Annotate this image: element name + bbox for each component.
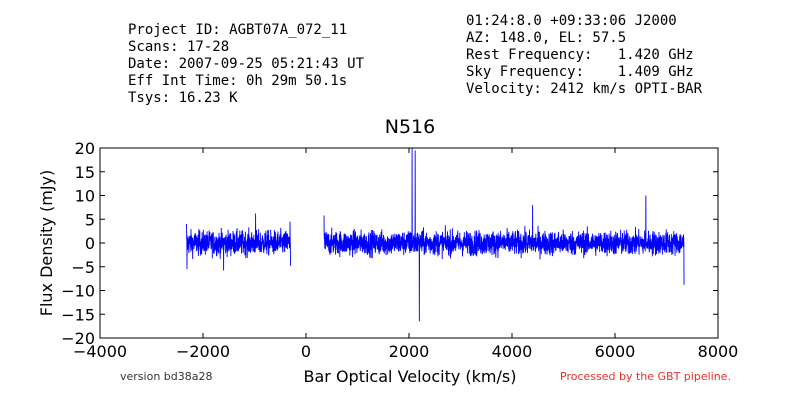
header-left-line: Tsys: 16.23 K: [128, 90, 238, 106]
y-axis-label: Flux Density (mJy): [37, 170, 56, 317]
x-axis-label: Bar Optical Velocity (km/s): [304, 367, 517, 386]
series-layer: [186, 147, 685, 322]
x-tick-label: 4000: [492, 342, 533, 361]
header-left-line: Project ID: AGBT07A_072_11: [128, 22, 348, 38]
x-axis: −4000 −2000 0 2000 4000 6000 8000: [73, 148, 738, 361]
x-tick-label: 8000: [698, 342, 739, 361]
y-axis: −20 −15 −10 −5 0 5 10 15 20: [61, 139, 718, 348]
y-tick-label: −5: [71, 258, 95, 277]
header-right-line: Velocity: 2412 km/s OPTI-BAR: [466, 81, 703, 97]
header-left-line: Date: 2007-09-25 05:21:43 UT: [128, 56, 365, 72]
x-tick-label: −2000: [176, 342, 230, 361]
header-left-line: Scans: 17-28: [128, 39, 230, 55]
y-tick-label: 5: [85, 210, 95, 229]
spectrum-line: [323, 147, 685, 322]
header-right-line: 01:24:8.0 +09:33:06 J2000: [466, 13, 677, 29]
header-left-line: Eff Int Time: 0h 29m 50.1s: [128, 73, 348, 89]
pipeline-credit: Processed by the GBT pipeline.: [560, 370, 731, 383]
y-tick-label: 10: [75, 187, 95, 206]
y-tick-label: 20: [75, 139, 95, 158]
header-right-line: Sky Frequency: 1.409 GHz: [466, 64, 694, 80]
x-tick-label: 0: [301, 342, 311, 361]
header-right-line: AZ: 148.0, EL: 57.5: [466, 30, 627, 46]
x-tick-label: 2000: [389, 342, 430, 361]
spectrum-line: [186, 213, 291, 271]
y-tick-label: −10: [61, 282, 95, 301]
x-tick-label: 6000: [595, 342, 636, 361]
x-tick-label: −4000: [73, 342, 127, 361]
chart-title: N516: [385, 116, 435, 138]
y-tick-label: −15: [61, 305, 95, 324]
header-right-line: Rest Frequency: 1.420 GHz: [466, 47, 694, 63]
y-tick-label: 15: [75, 163, 95, 182]
y-tick-label: −20: [61, 329, 95, 348]
version-label: version bd38a28: [120, 370, 213, 383]
y-tick-label: 0: [85, 234, 95, 253]
header-info-right: 01:24:8.0 +09:33:06 J2000 AZ: 148.0, EL: …: [466, 13, 702, 98]
header-info-left: Project ID: AGBT07A_072_11 Scans: 17-28 Da…: [128, 22, 364, 107]
